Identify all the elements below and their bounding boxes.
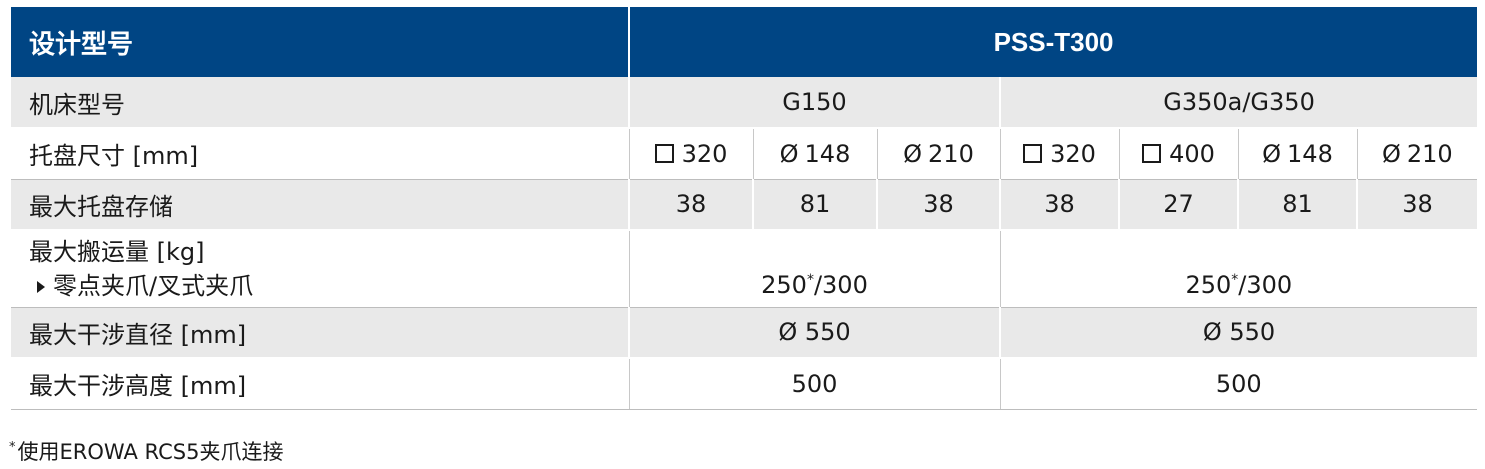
pallet-size-value: 148 bbox=[1287, 139, 1333, 168]
pallet-size-cell: 320 bbox=[999, 128, 1119, 180]
footnote-text: 使用EROWA RCS5夹爪连接 bbox=[17, 440, 284, 464]
payload-label-line1: 最大搬运量 [kg] bbox=[29, 237, 205, 266]
payload-g150: 250*/300 bbox=[628, 230, 1000, 308]
storage-value: 81 bbox=[752, 179, 877, 231]
square-icon bbox=[1023, 143, 1043, 163]
storage-value: 38 bbox=[628, 179, 753, 231]
spec-table: 设计型号 PSS-T300 机床型号 G150 G350a/G350 托盘尺寸 … bbox=[11, 7, 1478, 410]
square-icon bbox=[654, 143, 674, 163]
row-label: 最大干涉直径 [mm] bbox=[11, 307, 629, 359]
square-icon bbox=[1142, 143, 1162, 163]
footnote-mark: * bbox=[806, 271, 814, 288]
machine-g150: G150 bbox=[628, 77, 1000, 129]
payload-sublabel: 零点夹爪/叉式夹爪 bbox=[53, 271, 254, 300]
pallet-size-cell: 400 bbox=[1118, 128, 1238, 180]
pallet-size-value: 320 bbox=[1050, 139, 1096, 168]
pallet-size-cell: Ø 148 bbox=[1237, 128, 1357, 180]
payload-value: 250 bbox=[1185, 270, 1232, 299]
pallet-size-value: 210 bbox=[1406, 139, 1453, 168]
pallet-size-cell: Ø 210 bbox=[1356, 128, 1478, 180]
row-label: 最大搬运量 [kg] 零点夹爪/叉式夹爪 bbox=[11, 230, 629, 308]
row-machine: 机床型号 G150 G350a/G350 bbox=[11, 77, 1478, 129]
row-max-height: 最大干涉高度 [mm] 500 500 bbox=[11, 358, 1478, 410]
diameter-icon: Ø bbox=[1262, 139, 1282, 168]
payload-label-line2: 零点夹爪/叉式夹爪 bbox=[29, 269, 629, 303]
row-max-diameter: 最大干涉直径 [mm] Ø 550 Ø 550 bbox=[11, 307, 1478, 359]
footnote: *使用EROWA RCS5夹爪连接 bbox=[9, 436, 283, 466]
row-label: 机床型号 bbox=[11, 77, 629, 129]
header-label: 设计型号 bbox=[11, 7, 629, 77]
row-max-storage: 最大托盘存储 38 81 38 38 27 81 38 bbox=[11, 179, 1478, 231]
footnote-mark: * bbox=[9, 440, 16, 455]
diameter-icon: Ø bbox=[1381, 139, 1401, 168]
payload-value-alt: /300 bbox=[813, 270, 868, 299]
storage-value: 81 bbox=[1237, 179, 1357, 231]
footnote-mark: * bbox=[1231, 271, 1239, 288]
header-model: PSS-T300 bbox=[627, 7, 1478, 77]
row-max-payload: 最大搬运量 [kg] 零点夹爪/叉式夹爪 250*/300 250*/300 bbox=[11, 230, 1478, 308]
pallet-size-cell: Ø 148 bbox=[752, 128, 877, 180]
pallet-size-cell: 320 bbox=[628, 128, 753, 180]
row-label: 最大托盘存储 bbox=[11, 179, 629, 231]
triangle-right-icon bbox=[37, 280, 45, 293]
pallet-size-value: 210 bbox=[928, 139, 974, 168]
storage-value: 38 bbox=[876, 179, 1000, 231]
machine-g350: G350a/G350 bbox=[998, 77, 1478, 129]
payload-value-alt: /300 bbox=[1238, 270, 1293, 299]
header-row: 设计型号 PSS-T300 bbox=[11, 7, 1478, 77]
pallet-size-value: 148 bbox=[804, 139, 851, 168]
pallet-size-value: 320 bbox=[681, 139, 728, 168]
pallet-size-value: 400 bbox=[1169, 139, 1215, 168]
diameter-g350: Ø 550 bbox=[998, 307, 1478, 359]
pallet-size-cell: Ø 210 bbox=[876, 128, 1000, 180]
storage-value: 38 bbox=[1355, 179, 1478, 231]
height-g150: 500 bbox=[628, 358, 1000, 410]
diameter-icon: Ø bbox=[779, 139, 799, 168]
row-label: 最大干涉高度 [mm] bbox=[11, 358, 629, 410]
payload-value: 250 bbox=[761, 270, 807, 299]
storage-value: 38 bbox=[999, 179, 1119, 231]
diameter-icon: Ø bbox=[903, 139, 923, 168]
height-g350: 500 bbox=[999, 358, 1478, 410]
diameter-g150: Ø 550 bbox=[628, 307, 1000, 359]
payload-g350: 250*/300 bbox=[999, 230, 1478, 308]
row-pallet-size: 托盘尺寸 [mm] 320 Ø 148 Ø 210 320 400 Ø 148 Ø 21… bbox=[11, 128, 1478, 180]
row-label: 托盘尺寸 [mm] bbox=[11, 128, 629, 180]
storage-value: 27 bbox=[1118, 179, 1238, 231]
